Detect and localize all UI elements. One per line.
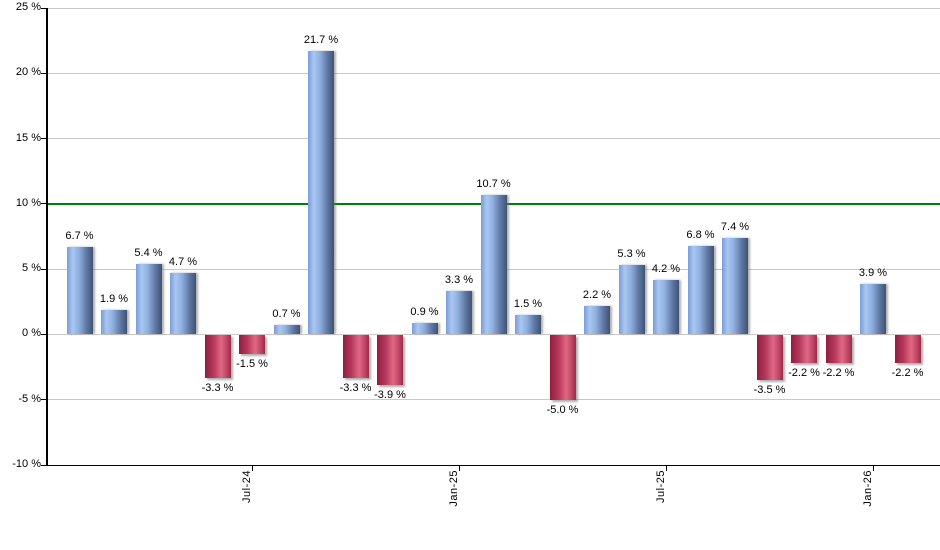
bar-Mar-24: [101, 309, 127, 335]
y-axis-line: [46, 8, 48, 466]
bar-May-25: [584, 305, 610, 335]
bar-Nov-25: [791, 335, 817, 364]
bar-Aug-24: [273, 325, 300, 335]
bar-value-label-Mar-24: 1.9 %: [99, 292, 129, 305]
x-axis-tick-Jan-25: [459, 465, 460, 471]
bar-Jan-26: [860, 283, 886, 335]
bar-Apr-24: [135, 263, 162, 335]
bar-Dec-24: [411, 322, 438, 335]
bar-Aug-25: [687, 245, 714, 335]
bar-May-24: [170, 273, 196, 335]
gridline-20: [47, 72, 940, 74]
y-axis-label-10: 10 %: [15, 196, 41, 209]
bar-value-label-May-25: 2.2 %: [582, 288, 612, 301]
bar-Sep-25: [722, 237, 748, 335]
x-axis-tick-Jul-25: [666, 465, 667, 471]
bar-Jul-25: [653, 279, 679, 335]
bar-value-label-Dec-24: 0.9 %: [410, 305, 439, 318]
bar-value-label-Sep-24: 21.7 %: [303, 34, 339, 47]
gridline-25: [47, 7, 940, 9]
x-axis-tick-Jul-24: [252, 465, 253, 471]
bar-Sep-24: [308, 51, 334, 335]
bar-value-label-Aug-24: 0.7 %: [272, 308, 301, 321]
bar-value-label-Apr-25: -5.0 %: [546, 403, 579, 416]
y-axis-label-0: 0 %: [22, 327, 41, 340]
y-axis-label-20: 20 %: [15, 66, 41, 79]
gridline--5: [47, 399, 940, 401]
y-axis-tick--5: [41, 399, 46, 401]
x-axis-label-Jul-24: Jul-24: [241, 470, 253, 503]
bar-value-label-Oct-25: -3.5 %: [753, 384, 786, 397]
bar-value-label-Jan-25: 3.3 %: [444, 274, 474, 287]
bar-Jul-24: [239, 335, 265, 354]
y-axis-tick-15: [41, 138, 46, 140]
bar-value-label-Jul-25: 4.2 %: [651, 262, 681, 275]
x-axis-line: [46, 465, 940, 466]
y-axis-label-15: 15 %: [15, 131, 41, 144]
bar-value-label-Aug-25: 6.8 %: [686, 228, 715, 241]
bar-value-label-Apr-24: 5.4 %: [134, 246, 163, 259]
bar-value-label-Feb-24: 6.7 %: [65, 229, 94, 242]
y-axis-tick-25: [41, 7, 46, 9]
y-axis-tick-0: [41, 333, 46, 335]
bar-Jun-24: [204, 335, 231, 378]
bar-Dec-25: [825, 335, 852, 364]
bar-value-label-May-24: 4.7 %: [168, 256, 198, 269]
bar-value-label-Jun-25: 5.3 %: [617, 248, 646, 261]
bar-value-label-Sep-25: 7.4 %: [720, 220, 750, 233]
bar-value-label-Dec-25: -2.2 %: [822, 367, 855, 380]
y-axis-tick-20: [41, 72, 46, 74]
y-axis-label--5: -5 %: [18, 392, 41, 405]
y-axis-label--10: -10 %: [12, 458, 41, 470]
bar-value-label-Feb-25: 10.7 %: [476, 177, 511, 190]
bar-value-label-Jun-24: -3.3 %: [201, 381, 234, 394]
bar-value-label-Oct-24: -3.3 %: [339, 381, 372, 394]
bar-Oct-24: [342, 335, 369, 378]
gridline-15: [47, 138, 940, 140]
x-axis-tick-Jan-26: [873, 465, 874, 471]
bar-value-label-Nov-25: -2.2 %: [788, 367, 820, 380]
x-axis-label-Jan-25: Jan-25: [448, 470, 460, 507]
bar-Mar-25: [515, 314, 541, 335]
bar-value-label-Nov-24: -3.9 %: [374, 389, 406, 402]
x-axis-label-Jul-25: Jul-25: [655, 470, 667, 503]
bar-value-label-Mar-25: 1.5 %: [513, 297, 543, 310]
gridline-0: [47, 333, 940, 335]
bar-value-label-Jan-26: 3.9 %: [858, 266, 888, 279]
bar-Nov-24: [377, 335, 403, 386]
bar-value-label-Feb-26: -2.2 %: [891, 367, 924, 380]
bar-Jan-25: [446, 291, 472, 335]
y-axis-tick-5: [41, 268, 46, 270]
bar-value-label-Jul-24: -1.5 %: [236, 358, 268, 370]
bar-Oct-25: [756, 335, 783, 381]
bar-Feb-25: [480, 194, 507, 335]
y-axis-label-5: 5 %: [22, 262, 41, 275]
bar-Feb-24: [66, 246, 93, 335]
bar-Apr-25: [549, 335, 576, 400]
y-axis-tick-10: [41, 203, 46, 205]
bar-Feb-26: [894, 335, 921, 364]
y-axis-tick--10: [41, 464, 46, 466]
bar-Jun-25: [618, 265, 645, 335]
y-axis-label-25: 25 %: [15, 1, 41, 13]
x-axis-label-Jan-26: Jan-26: [862, 470, 874, 507]
